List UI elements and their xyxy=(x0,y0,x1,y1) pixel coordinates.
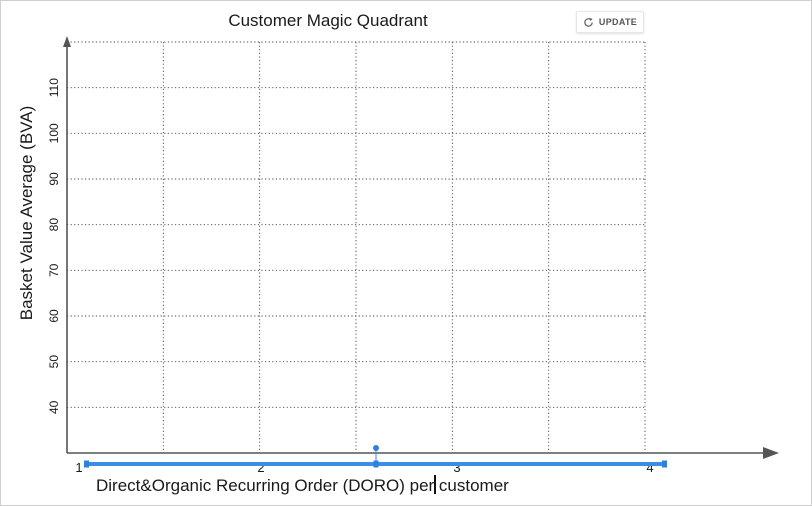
slider-handle-knob[interactable] xyxy=(373,445,379,451)
update-button[interactable]: UPDATE xyxy=(576,11,644,33)
slider-handle-middle[interactable] xyxy=(373,460,379,468)
y-axis-title: Basket Value Average (BVA) xyxy=(17,106,36,321)
slider-handle-right[interactable] xyxy=(662,460,667,468)
slider-handle-left[interactable] xyxy=(84,460,89,468)
text-cursor xyxy=(434,475,436,494)
x-tick-label: 3 xyxy=(453,460,460,475)
x-axis-arrowhead xyxy=(763,447,779,459)
y-tick-label: 70 xyxy=(47,263,61,277)
grid xyxy=(67,41,646,453)
x-axis-title: Direct&Organic Recurring Order (DORO) pe… xyxy=(96,476,509,495)
chart-title: Customer Magic Quadrant xyxy=(228,11,428,30)
y-tick-label: 100 xyxy=(47,123,61,143)
refresh-icon xyxy=(583,17,594,28)
x-range-slider[interactable] xyxy=(84,445,667,468)
y-axis-arrowhead xyxy=(63,36,71,47)
y-tick-label: 110 xyxy=(47,78,61,97)
y-tick-label: 60 xyxy=(47,309,61,323)
x-tick-label: 4 xyxy=(646,460,653,475)
axes xyxy=(63,36,779,459)
x-tick-label: 2 xyxy=(257,460,264,475)
y-tick-label: 80 xyxy=(47,218,61,232)
y-tick-label: 50 xyxy=(47,355,61,369)
y-tick-label: 90 xyxy=(47,172,61,186)
update-button-label: UPDATE xyxy=(598,17,638,27)
y-tick-label: 40 xyxy=(47,400,61,414)
x-tick-label: 1 xyxy=(75,460,82,475)
y-tick-labels: 40 50 60 70 80 90 100 110 xyxy=(47,78,61,414)
x-tick-labels: 1 2 3 4 xyxy=(75,460,653,475)
